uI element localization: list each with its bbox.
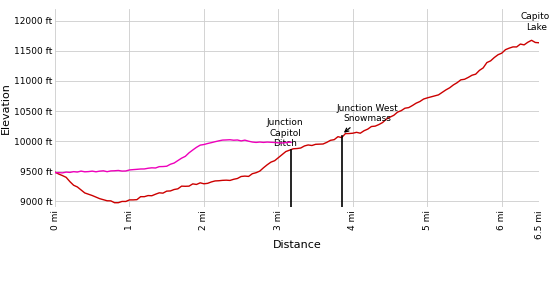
Y-axis label: Elevation: Elevation	[1, 82, 11, 134]
X-axis label: Distance: Distance	[273, 240, 321, 250]
Text: Junction West
Snowmass: Junction West Snowmass	[337, 104, 399, 132]
Text: Junction
Capitol
Ditch: Junction Capitol Ditch	[267, 118, 304, 148]
Text: Capitol
Lake: Capitol Lake	[521, 12, 550, 31]
